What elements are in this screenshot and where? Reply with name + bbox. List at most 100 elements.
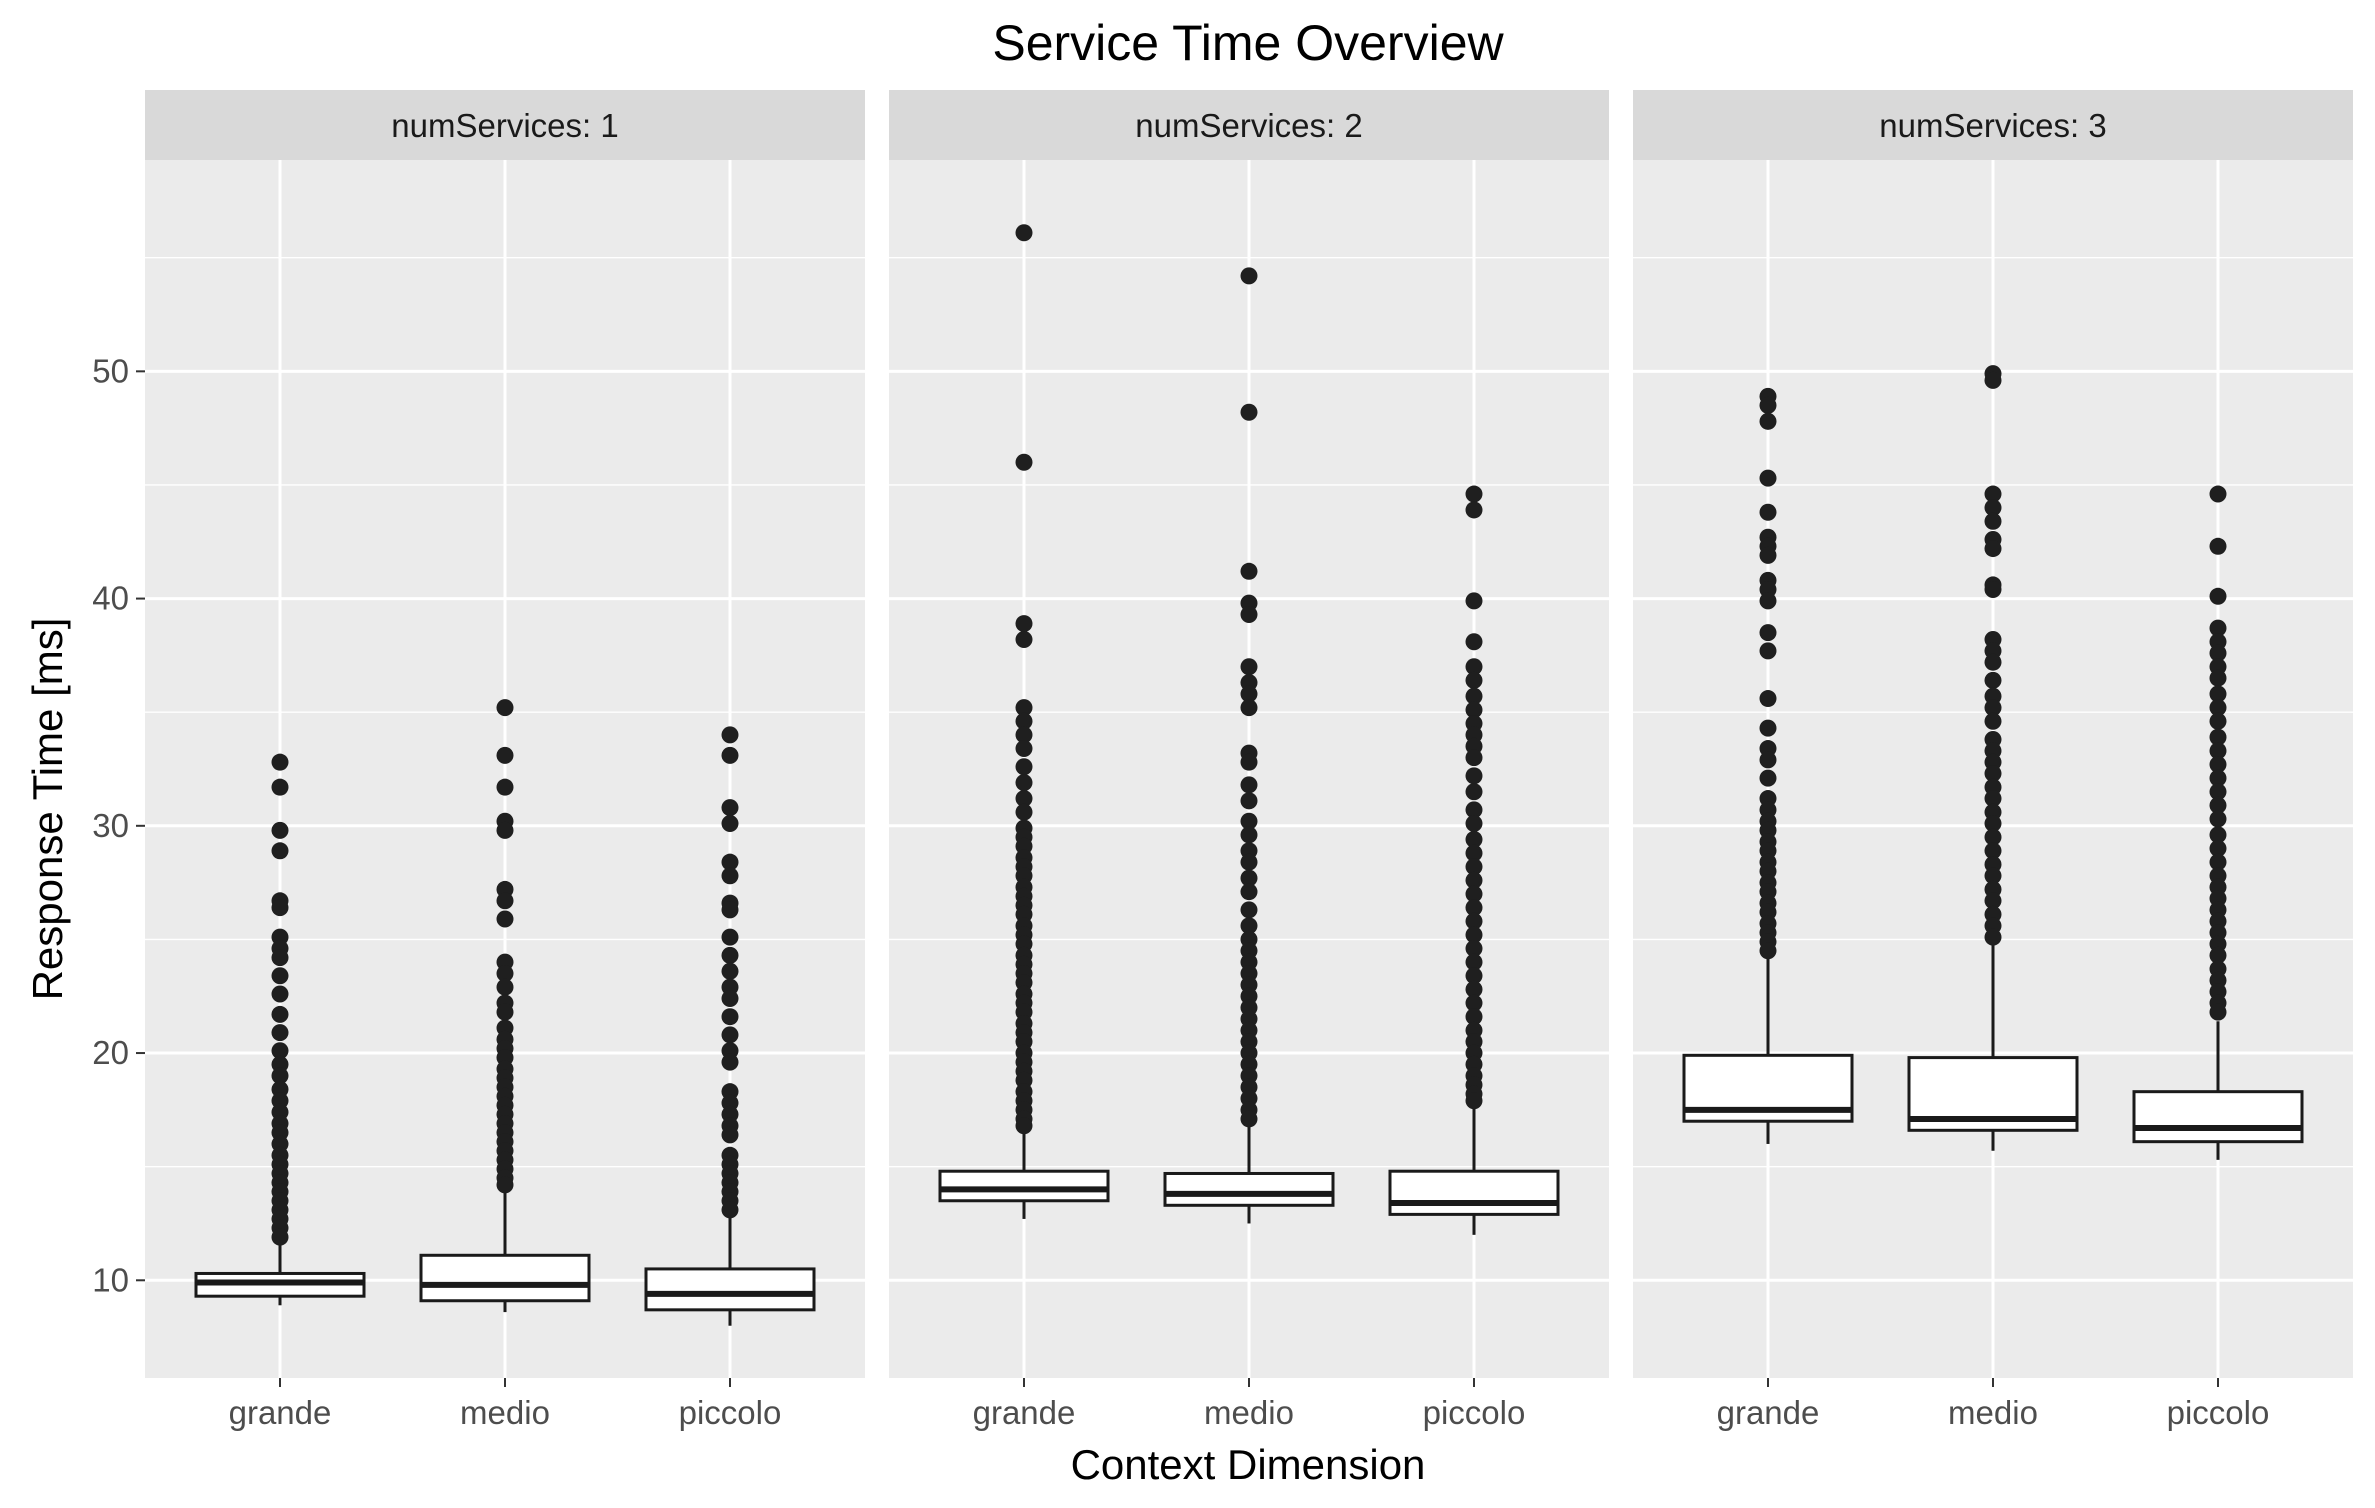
outlier-point (1240, 685, 1258, 703)
outlier-point (1984, 712, 2002, 730)
outlier-point (2209, 485, 2227, 503)
outlier-point (1240, 869, 1258, 887)
outlier-point (1984, 485, 2002, 503)
outlier-point (1465, 830, 1483, 848)
outlier-point (1465, 687, 1483, 705)
y-axis-title: Response Time [ms] (24, 618, 71, 1001)
outlier-point (1240, 562, 1258, 580)
facet-panel-3: numServices: 3 grande medio piccolo (1633, 90, 2353, 1431)
outlier-point (1015, 758, 1033, 776)
outlier-point (1759, 942, 1777, 960)
outlier-point (2209, 644, 2227, 662)
outlier-point (1240, 403, 1258, 421)
outlier-point (1465, 967, 1483, 985)
facet-strip-label: numServices: 1 (391, 107, 618, 144)
outlier-point (271, 842, 289, 860)
outlier-point (1240, 883, 1258, 901)
outlier-point (2209, 685, 2227, 703)
outlier-point (496, 699, 514, 717)
outlier-point (1240, 776, 1258, 794)
outlier-point (1465, 485, 1483, 503)
outlier-point (1759, 592, 1777, 610)
boxplot-medio (1907, 365, 2079, 1151)
outlier-point (1015, 615, 1033, 633)
outlier-point (1984, 512, 2002, 530)
facet-panels: numServices: 1 grande medio piccolo numServi… (145, 90, 2353, 1431)
outlier-point (1984, 842, 2002, 860)
outlier-point (496, 778, 514, 796)
outlier-point (1759, 412, 1777, 430)
facet-strip-label: numServices: 2 (1135, 107, 1362, 144)
boxplot-piccolo (2132, 485, 2304, 1160)
x-tick-label: medio (1948, 1394, 2038, 1431)
outlier-point (1240, 901, 1258, 919)
outlier-point (2209, 826, 2227, 844)
outlier-point (1465, 980, 1483, 998)
outlier-point (721, 726, 739, 744)
x-axis-title: Context Dimension (1071, 1441, 1426, 1488)
outlier-point (1015, 453, 1033, 471)
facet-strip (1633, 90, 2353, 160)
y-tick-label: 40 (92, 580, 129, 617)
facet-strip-label: numServices: 3 (1879, 107, 2106, 144)
outlier-point (271, 899, 289, 917)
outlier-point (1015, 726, 1033, 744)
outlier-point (496, 965, 514, 983)
outlier-point (1465, 658, 1483, 676)
outlier-point (1240, 826, 1258, 844)
boxplot-piccolo (1388, 485, 1560, 1235)
outlier-point (1984, 580, 2002, 598)
outlier-point (1465, 1008, 1483, 1026)
outlier-point (496, 746, 514, 764)
x-tick-label: piccolo (1423, 1394, 1526, 1431)
outlier-point (1240, 658, 1258, 676)
outlier-point (2209, 853, 2227, 871)
outlier-point (1465, 899, 1483, 917)
facet-strip (889, 90, 1609, 160)
boxplot-grande (194, 753, 366, 1306)
outlier-point (1465, 994, 1483, 1012)
box-iqr (938, 1169, 1110, 1203)
outlier-point (1465, 701, 1483, 719)
outlier-point (721, 962, 739, 980)
outlier-point (2209, 699, 2227, 717)
outlier-point (496, 1176, 514, 1194)
outlier-point (1465, 592, 1483, 610)
outlier-point (1465, 953, 1483, 971)
x-tick-label: grande (229, 1394, 332, 1431)
outlier-point (721, 1053, 739, 1071)
outlier-point (1240, 605, 1258, 623)
y-tick-label: 30 (92, 807, 129, 844)
outlier-point (2209, 946, 2227, 964)
outlier-point (1465, 749, 1483, 767)
outlier-point (271, 1042, 289, 1060)
outlier-point (1465, 671, 1483, 689)
outlier-point (1759, 769, 1777, 787)
outlier-point (721, 990, 739, 1008)
outlier-point (1465, 871, 1483, 889)
outlier-point (2209, 755, 2227, 773)
outlier-point (1240, 699, 1258, 717)
outlier-point (1984, 540, 2002, 558)
outlier-point (2209, 840, 2227, 858)
outlier-point (1984, 653, 2002, 671)
outlier-point (721, 1008, 739, 1026)
outlier-point (1240, 812, 1258, 830)
outlier-point (721, 799, 739, 817)
outlier-point (721, 1126, 739, 1144)
outlier-point (1984, 828, 2002, 846)
facet-strip (145, 90, 865, 160)
outlier-point (2209, 619, 2227, 637)
outlier-point (1984, 765, 2002, 783)
outlier-point (1465, 767, 1483, 785)
outlier-point (1015, 712, 1033, 730)
outlier-point (2209, 769, 2227, 787)
outlier-point (1465, 501, 1483, 519)
outlier-point (721, 867, 739, 885)
outlier-point (1984, 671, 2002, 689)
x-tick-label: grande (973, 1394, 1076, 1431)
outlier-point (1759, 690, 1777, 708)
outlier-point (1984, 499, 2002, 517)
outlier-point (1759, 642, 1777, 660)
x-tick-label: medio (1204, 1394, 1294, 1431)
